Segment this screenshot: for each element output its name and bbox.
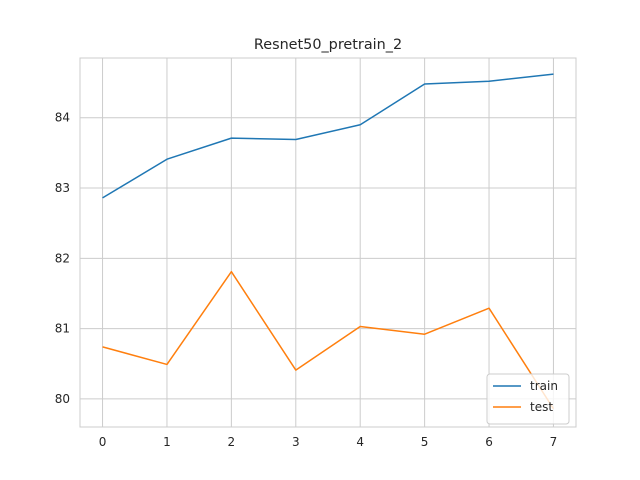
series-line-train [102, 73, 554, 199]
plot-frame [79, 57, 577, 428]
x-tick-label: 6 [485, 435, 493, 449]
x-tick-label: 1 [163, 435, 171, 449]
x-tick-label: 0 [99, 435, 107, 449]
y-tick-label: 83 [55, 181, 70, 195]
y-tick-label: 84 [55, 111, 70, 125]
x-tick-label: 5 [421, 435, 429, 449]
grid [80, 58, 576, 427]
y-tick-label: 80 [55, 392, 70, 406]
y-tick-label: 81 [55, 322, 70, 336]
series-line-test [102, 270, 555, 410]
x-tick-label: 7 [550, 435, 558, 449]
y-axis-ticks: 80 81 82 83 84 [55, 111, 70, 406]
series-lines [102, 73, 555, 410]
legend: train test [486, 373, 570, 425]
y-tick-label: 82 [55, 251, 70, 265]
legend-label-train: train [530, 379, 558, 393]
x-tick-label: 2 [228, 435, 236, 449]
chart-title: Resnet50_pretrain_2 [254, 37, 402, 53]
x-tick-label: 4 [356, 435, 364, 449]
x-tick-label: 3 [292, 435, 300, 449]
legend-label-test: test [530, 400, 553, 414]
x-axis-ticks: 0 1 2 3 4 5 6 7 [99, 435, 558, 449]
